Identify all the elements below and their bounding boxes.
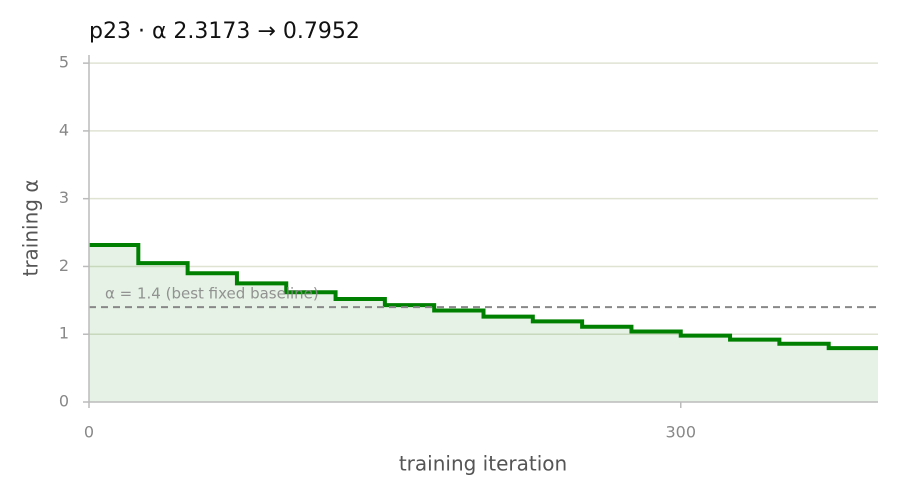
step-line bbox=[89, 242, 878, 351]
y-tick-label: 5 bbox=[59, 53, 69, 72]
x-tick-label: 0 bbox=[84, 423, 94, 442]
y-axis-label: training α bbox=[19, 179, 43, 276]
y-tick-label: 0 bbox=[59, 392, 69, 411]
area bbox=[89, 244, 878, 402]
x-axis-label: training iteration bbox=[399, 452, 567, 476]
y-tick-label: 3 bbox=[59, 188, 69, 207]
y-tick-label: 1 bbox=[59, 324, 69, 343]
annotation: α = 1.4 (best fixed baseline) bbox=[105, 285, 319, 303]
y-tick-label: 2 bbox=[59, 256, 69, 275]
y-tick-label: 4 bbox=[59, 120, 69, 139]
chart-title: p23 · α 2.3173 → 0.7952 bbox=[89, 19, 360, 44]
x-tick-label: 300 bbox=[665, 423, 696, 442]
